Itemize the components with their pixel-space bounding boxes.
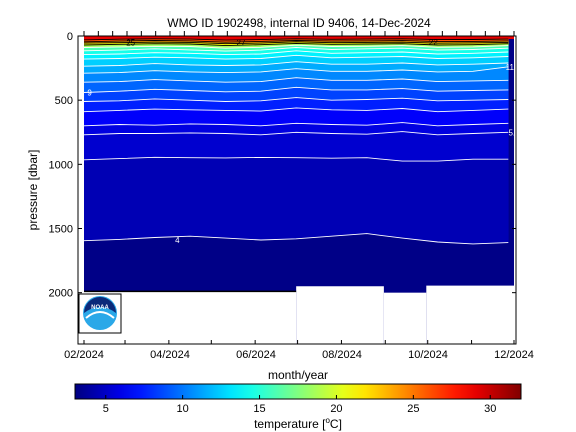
colorbar-tick-label: 10 (177, 403, 189, 415)
isotherm-12 (83, 61, 509, 67)
x-axis-label: month/year (268, 368, 328, 382)
y-tick-label: 1000 (49, 159, 73, 171)
no-data-mask (296, 286, 384, 344)
temperature-band (83, 131, 509, 162)
x-tick-label: 10/2024 (408, 349, 448, 361)
isotherm-4 (83, 233, 509, 245)
x-axis: 02/2024 04/2024 06/2024 08/2024 10/2024 12/20… (64, 31, 534, 361)
colorbar-tick-label: 20 (330, 403, 342, 415)
isotherm-25 (83, 40, 509, 43)
y-axis-label: pressure [dbar] (26, 150, 40, 231)
isotherm-5.5 (83, 131, 509, 136)
isotherm-label: 5.5 (508, 128, 520, 137)
isotherm-20 (83, 42, 509, 47)
temperature-band (83, 156, 509, 245)
surface-warm-layer (84, 36, 514, 39)
no-data-mask (383, 292, 427, 344)
isotherm-5 (83, 156, 509, 162)
isotherm-lines (83, 38, 509, 245)
no-data-mask (426, 285, 514, 344)
isotherm-6 (83, 122, 509, 127)
isotherm-14 (83, 50, 509, 56)
x-tick-label: 08/2024 (322, 349, 362, 361)
x-tick-label: 06/2024 (236, 349, 276, 361)
isotherm-label: 11 (506, 63, 515, 72)
x-tick-label: 02/2024 (64, 349, 104, 361)
colorbar-ticks: 5 10 15 20 25 30 (103, 395, 496, 415)
colorbar-tick-label: 15 (253, 403, 265, 415)
y-tick-label: 2000 (49, 288, 73, 300)
colorbar-tick-label: 25 (407, 403, 419, 415)
colorbar-tick-label: 30 (484, 403, 496, 415)
colorbar-tick-label: 5 (103, 403, 109, 415)
isotherm-15 (83, 47, 509, 52)
y-tick-label: 500 (55, 95, 73, 107)
isotherm-label: 4 (175, 236, 180, 245)
logo-wordmark: NOAA (91, 305, 109, 311)
isotherm-7 (83, 107, 509, 113)
isotherm-label: 22 (429, 38, 438, 47)
no-data-mask (78, 36, 84, 344)
colorbar-label: temperature [oC] (254, 416, 342, 431)
isotherm-label: 25 (126, 38, 135, 47)
noaa-logo: NOAA (78, 293, 122, 334)
isotherm-label: 27 (237, 38, 246, 47)
isotherm-10 (83, 77, 509, 83)
y-tick-label: 1500 (49, 224, 73, 236)
isotherm-27 (83, 38, 509, 41)
x-tick-label: 04/2024 (150, 349, 190, 361)
plot-area: 4 5.5 9 11 25 27 22 (78, 36, 520, 344)
plot-frame (77, 35, 517, 345)
isotherm-8 (83, 97, 509, 102)
isotherm-17 (83, 44, 509, 49)
x-tick-label: 12/2024 (494, 349, 534, 361)
no-data-mask (514, 36, 516, 344)
isotherm-22 (83, 41, 509, 45)
isotherm-label: 9 (87, 88, 92, 97)
colorbar: 5 10 15 20 25 30 temperature [oC] (74, 383, 522, 431)
temperature-field (78, 36, 516, 344)
isotherm-9 (83, 86, 509, 93)
y-axis: 0 500 1000 1500 2000 (49, 31, 516, 300)
chart-title: WMO ID 1902498, internal ID 9406, 14-Dec… (167, 16, 431, 30)
isotherm-labels: 4 5.5 9 11 25 27 22 (87, 38, 520, 245)
isotherm-13 (83, 54, 509, 60)
colorbar-gradient (74, 383, 522, 400)
y-tick-label: 0 (67, 31, 73, 43)
isotherm-11 (83, 66, 509, 74)
